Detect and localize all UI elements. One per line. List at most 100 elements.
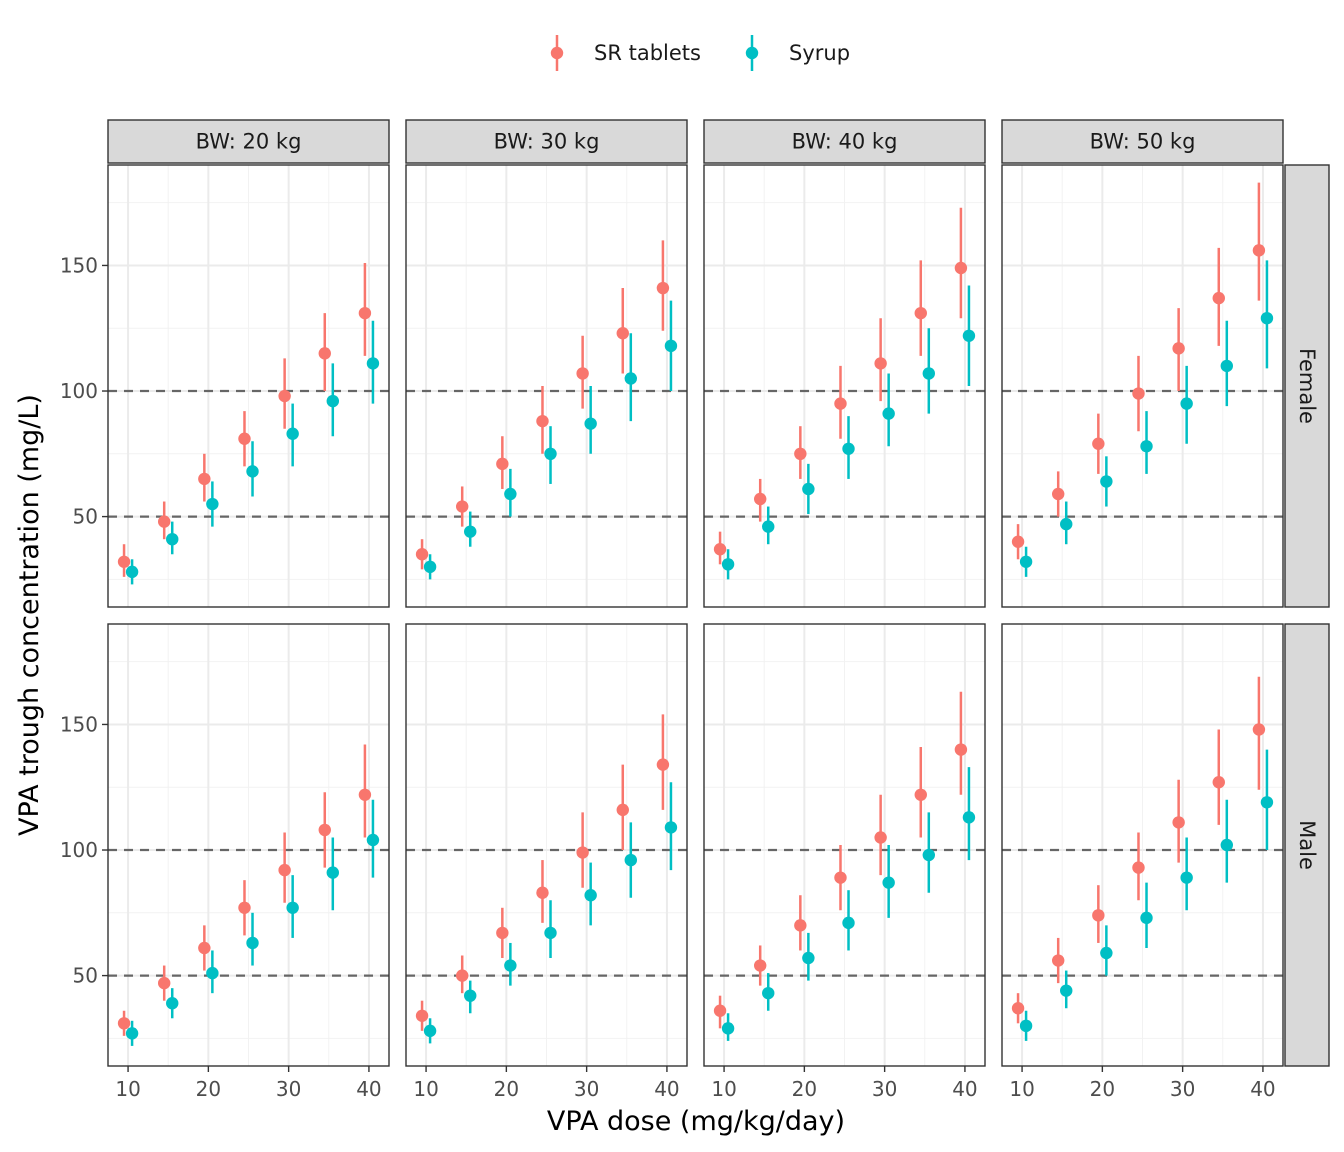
column-strip-label: BW: 20 kg (196, 130, 302, 154)
panel-border (703, 623, 986, 1067)
data-point (415, 548, 429, 561)
row-strip-label: Male (1295, 820, 1319, 870)
data-point (624, 853, 637, 867)
x-tick-label: 20 (1090, 1077, 1115, 1101)
data-point (1060, 984, 1073, 997)
row-strip (1284, 164, 1330, 608)
data-point (1019, 555, 1033, 568)
data-point (922, 367, 935, 380)
panel-border (1001, 623, 1284, 1067)
data-point (366, 357, 380, 370)
legend-label: Syrup (789, 41, 850, 65)
data-point (456, 500, 469, 513)
series-syrup (423, 782, 678, 1044)
data-point (504, 487, 517, 501)
legend-key-point (745, 46, 759, 60)
series-sr-tablets (713, 207, 968, 565)
data-point (656, 281, 670, 295)
y-tick-label: 100 (60, 379, 98, 403)
data-point (962, 811, 976, 824)
data-point (1180, 871, 1193, 884)
data-point (624, 372, 637, 385)
panels (107, 164, 1284, 1067)
data-point (1212, 291, 1225, 305)
data-point (954, 743, 968, 756)
data-point (1172, 342, 1185, 355)
panel-border (107, 623, 390, 1067)
panel-border (405, 623, 688, 1067)
data-point (584, 889, 597, 902)
data-point (754, 492, 767, 506)
column-strip-label: BW: 30 kg (494, 130, 600, 154)
data-point (874, 831, 887, 844)
data-point (358, 788, 372, 801)
data-point (198, 941, 211, 955)
data-point (802, 482, 815, 496)
data-point (278, 863, 291, 877)
data-point (1092, 437, 1105, 450)
data-point (1011, 1002, 1025, 1015)
legend: SR tablets Syrup (550, 35, 850, 71)
data-point (166, 532, 179, 546)
data-point (576, 846, 589, 859)
data-point (664, 339, 678, 353)
data-point (713, 1004, 727, 1017)
data-point (125, 565, 139, 579)
data-point (415, 1009, 429, 1022)
data-point (1092, 909, 1105, 922)
data-point (1052, 954, 1065, 967)
panel-3-1 (703, 164, 986, 608)
panel-1-2 (107, 623, 390, 1067)
data-point (1100, 475, 1113, 488)
panel-border (107, 164, 390, 608)
y-tick-label: 150 (60, 712, 98, 736)
data-point (238, 432, 251, 445)
series-sr-tablets (1011, 676, 1266, 1024)
data-point (456, 969, 469, 982)
data-point (721, 1022, 735, 1035)
data-point (496, 926, 509, 940)
data-point (366, 833, 380, 847)
data-point (504, 959, 517, 972)
data-point (802, 951, 815, 965)
series-sr-tablets (415, 240, 670, 570)
data-point (842, 442, 855, 455)
series-syrup (125, 320, 380, 585)
y-axis-title: VPA trough concentration (mg/L) (14, 394, 45, 836)
series-syrup (1019, 749, 1274, 1041)
data-point (664, 821, 678, 834)
x-tick-label: 10 (711, 1077, 736, 1101)
panel-4-1 (1001, 164, 1284, 608)
panel-2-1 (405, 164, 688, 608)
facet-strips: BW: 20 kg BW: 30 kg BW: 40 kg BW: 50 kg Fema… (107, 119, 1330, 1067)
series-sr-tablets (415, 714, 670, 1031)
data-point (1060, 517, 1073, 531)
x-tick-label: 10 (1009, 1077, 1034, 1101)
data-point (423, 1024, 437, 1038)
data-point (238, 901, 251, 914)
data-point (842, 916, 855, 930)
data-point (326, 866, 339, 879)
data-point (198, 472, 211, 486)
data-point (794, 919, 807, 932)
panel-border (1001, 164, 1284, 608)
y-tick-label: 50 (73, 964, 98, 988)
data-point (721, 558, 735, 571)
series-sr-tablets (1011, 182, 1266, 560)
series-sr-tablets (117, 744, 372, 1036)
x-tick-label: 30 (872, 1077, 897, 1101)
data-point (536, 414, 549, 428)
panel-4-2 (1001, 623, 1284, 1067)
data-point (616, 327, 629, 340)
panel-3-2 (703, 623, 986, 1067)
legend-key-point (550, 46, 564, 60)
column-strip (107, 119, 390, 164)
data-point (286, 427, 299, 440)
x-tick-label: 20 (196, 1077, 221, 1101)
data-point (117, 555, 131, 568)
data-point (762, 520, 775, 533)
panel-1-1 (107, 164, 390, 608)
data-point (464, 989, 477, 1002)
data-point (496, 457, 509, 471)
